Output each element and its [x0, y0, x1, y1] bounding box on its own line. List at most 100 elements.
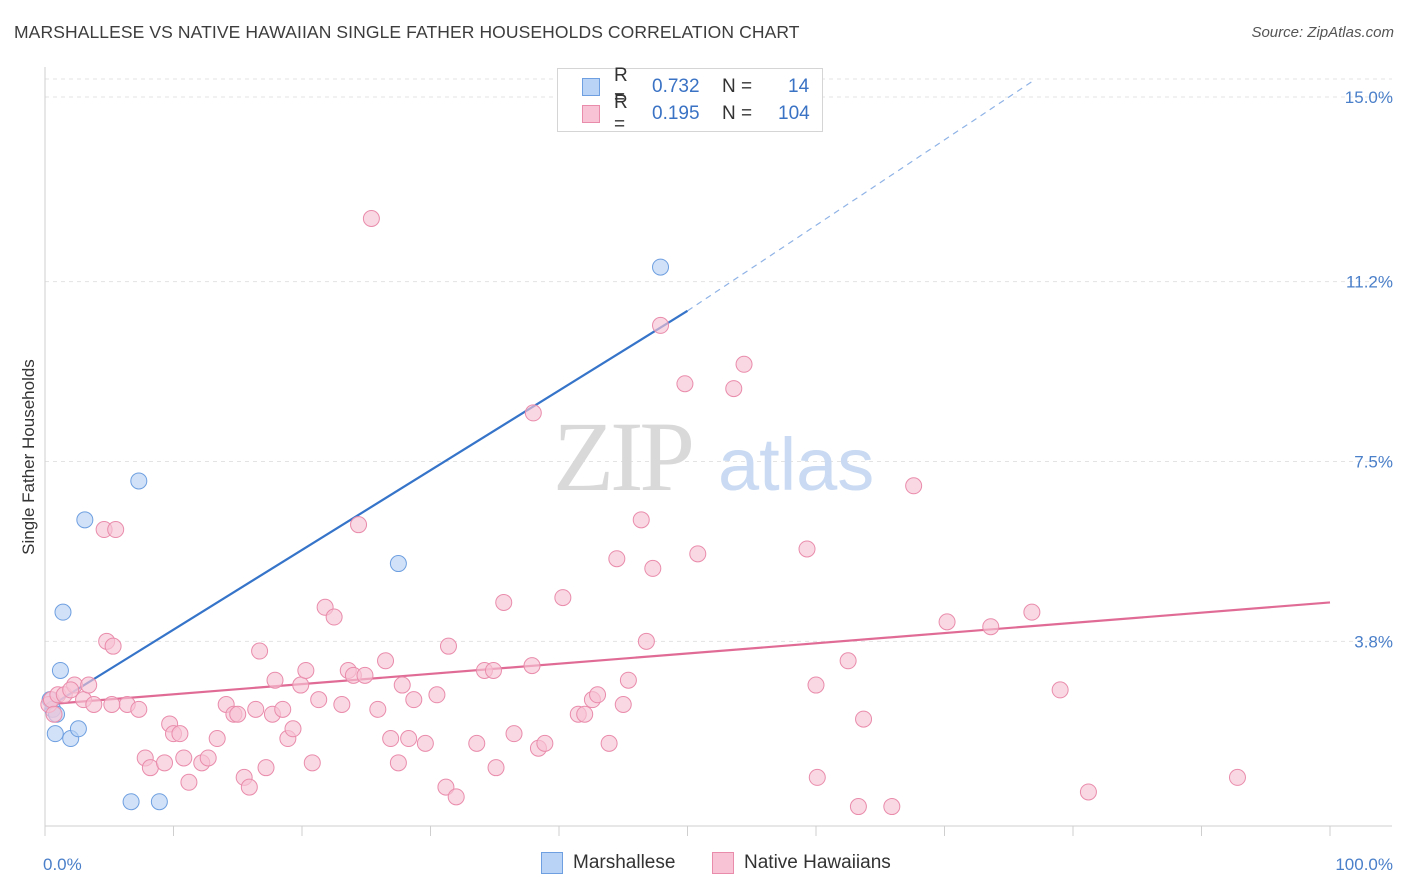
data-point-native-hawaiians	[303, 754, 321, 772]
data-point-native-hawaiians	[156, 754, 174, 772]
data-point-native-hawaiians	[632, 511, 650, 529]
data-point-native-hawaiians	[1051, 681, 1069, 699]
legend-r-value: 0.195	[652, 103, 700, 124]
data-point-marshallese	[130, 472, 148, 490]
data-point-native-hawaiians	[266, 671, 284, 689]
data-point-native-hawaiians	[362, 210, 380, 227]
data-point-marshallese	[51, 661, 69, 679]
data-point-native-hawaiians	[735, 355, 753, 373]
y-tick-label: 15.0%	[1345, 88, 1393, 107]
data-point-native-hawaiians	[484, 661, 502, 679]
x-tick-label: 100.0%	[1335, 855, 1393, 874]
watermark: ZIP atlas	[553, 401, 874, 512]
data-point-native-hawaiians	[416, 734, 434, 752]
data-point-marshallese	[652, 258, 670, 276]
data-point-native-hawaiians	[297, 661, 315, 679]
data-point-native-hawaiians	[62, 681, 80, 699]
legend-row-marshallese: R = 0.732 N = 14	[582, 65, 810, 108]
data-point-native-hawaiians	[807, 676, 825, 694]
data-point-native-hawaiians	[400, 730, 418, 748]
data-point-native-hawaiians	[637, 632, 655, 650]
data-point-marshallese	[46, 725, 64, 743]
data-point-native-hawaiians	[356, 666, 374, 684]
legend-row-native-hawaiians: R = 0.195 N = 104	[582, 92, 810, 135]
data-point-native-hawaiians	[447, 788, 465, 806]
bottom-legend-label-marshallese: Marshallese	[573, 852, 676, 873]
data-point-native-hawaiians	[369, 700, 387, 718]
legend-r-label: R =	[614, 92, 628, 135]
data-point-native-hawaiians	[495, 593, 513, 611]
data-points	[40, 210, 1246, 816]
data-point-native-hawaiians	[130, 700, 148, 718]
data-point-marshallese	[69, 720, 87, 738]
data-point-native-hawaiians	[333, 696, 351, 713]
data-point-native-hawaiians	[107, 521, 125, 539]
grid-lines	[45, 78, 1392, 642]
legend-swatch-marshallese	[582, 78, 600, 96]
tick-labels: 3.8% 7.5% 11.2% 15.0% 0.0% 100.0%	[43, 88, 1393, 874]
data-point-native-hawaiians	[257, 759, 275, 777]
data-point-native-hawaiians	[644, 559, 662, 577]
data-point-marshallese	[76, 511, 94, 529]
data-point-marshallese	[150, 793, 168, 811]
data-point-native-hawaiians	[619, 671, 637, 689]
trend-line-native-hawaiians	[44, 601, 1331, 706]
data-point-native-hawaiians	[247, 700, 265, 718]
data-point-native-hawaiians	[389, 754, 407, 772]
legend-r-value: 0.732	[652, 76, 700, 97]
data-point-native-hawaiians	[310, 691, 328, 709]
watermark-zip: ZIP	[553, 401, 691, 512]
data-point-native-hawaiians	[600, 734, 618, 752]
legend-n-label: N =	[722, 76, 753, 97]
data-point-native-hawaiians	[104, 637, 122, 655]
data-point-native-hawaiians	[405, 691, 423, 709]
data-point-native-hawaiians	[175, 749, 193, 767]
data-point-native-hawaiians	[505, 725, 523, 743]
data-point-native-hawaiians	[524, 404, 542, 422]
y-tick-label: 11.2%	[1346, 273, 1393, 292]
legend-swatch-native-hawaiians	[582, 105, 600, 123]
legend: R = 0.732 N = 14 R = 0.195 N = 104	[557, 65, 823, 135]
data-point-native-hawaiians	[171, 725, 189, 743]
legend-r-label: R =	[614, 65, 628, 108]
data-point-native-hawaiians	[905, 477, 923, 495]
data-point-native-hawaiians	[589, 686, 607, 704]
trend-line-marshallese-extension	[687, 79, 1035, 312]
data-point-native-hawaiians	[103, 696, 121, 713]
data-point-native-hawaiians	[982, 618, 1000, 636]
data-point-native-hawaiians	[393, 676, 411, 694]
data-point-native-hawaiians	[808, 768, 826, 786]
data-point-native-hawaiians	[382, 730, 400, 748]
data-point-native-hawaiians	[576, 705, 594, 723]
data-point-native-hawaiians	[608, 550, 626, 568]
bottom-legend-swatch-marshallese	[541, 852, 563, 874]
legend-n-value: 14	[788, 76, 810, 97]
data-point-native-hawaiians	[523, 657, 541, 675]
data-point-native-hawaiians	[487, 759, 505, 777]
data-point-native-hawaiians	[199, 749, 217, 767]
data-point-marshallese	[122, 793, 140, 811]
data-point-native-hawaiians	[240, 778, 258, 796]
bottom-legend-label-native-hawaiians: Native Hawaiians	[744, 852, 891, 873]
watermark-atlas: atlas	[718, 423, 874, 506]
legend-n-value: 104	[778, 103, 810, 124]
data-point-native-hawaiians	[274, 700, 292, 718]
bottom-legend-native-hawaiians: Native Hawaiians	[712, 852, 891, 874]
data-point-native-hawaiians	[180, 773, 198, 791]
data-point-native-hawaiians	[45, 705, 63, 723]
data-point-native-hawaiians	[141, 759, 159, 777]
data-point-native-hawaiians	[849, 798, 867, 816]
bottom-legend: Marshallese Native Hawaiians	[0, 852, 1406, 878]
data-point-native-hawaiians	[652, 316, 670, 334]
data-point-native-hawaiians	[536, 734, 554, 752]
data-point-native-hawaiians	[325, 608, 343, 626]
data-point-native-hawaiians	[350, 516, 368, 534]
bottom-legend-swatch-native-hawaiians	[712, 852, 734, 874]
data-point-native-hawaiians	[439, 637, 457, 655]
chart-source: Source: ZipAtlas.com	[1251, 24, 1394, 41]
trend-line-marshallese	[44, 309, 689, 711]
data-point-native-hawaiians	[80, 676, 98, 694]
data-point-native-hawaiians	[725, 380, 743, 398]
data-point-native-hawaiians	[229, 705, 247, 723]
